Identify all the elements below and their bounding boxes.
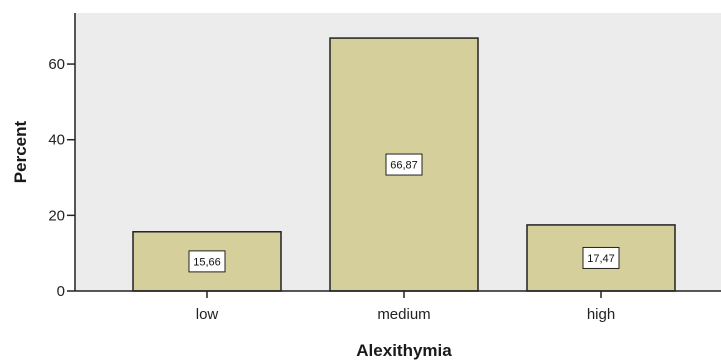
data-label: 66,87 [390,160,418,172]
y-tick-label: 0 [57,283,65,300]
x-tick-label: medium [377,306,430,323]
data-label-box [188,250,226,273]
data-label: 15,66 [193,256,221,268]
data-label-box [385,153,423,176]
x-tick-label: high [587,306,615,323]
bars-group: 15,66 66,87 17,47 [132,37,676,292]
x-axis-title: Alexithymia [356,341,452,360]
y-tick-label: 60 [48,56,65,73]
y-axis-title: Percent [11,120,30,183]
x-tick-label: low [196,306,219,323]
axes-group: 0 20 40 60 low medium high [48,13,721,323]
data-label: 17,47 [587,253,615,265]
y-tick-label: 40 [48,132,65,149]
y-tick-label: 20 [48,207,65,224]
data-label-box [582,246,620,269]
